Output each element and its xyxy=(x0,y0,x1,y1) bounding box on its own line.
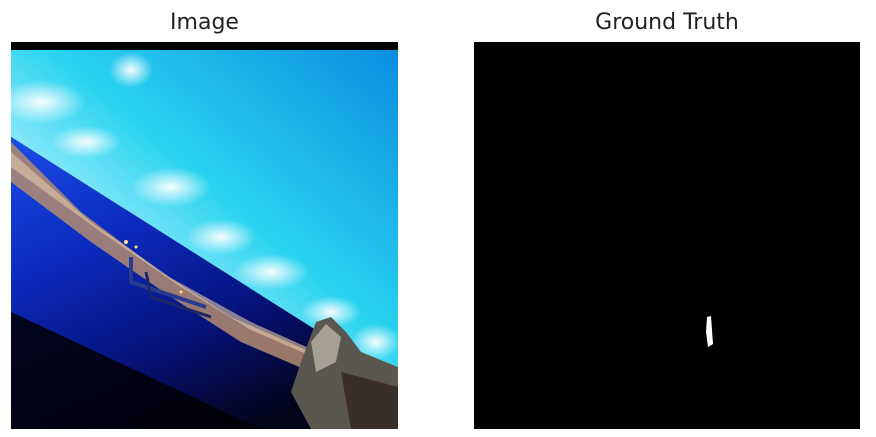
ground-truth-mask xyxy=(474,42,860,429)
image-panel xyxy=(11,42,398,429)
ground-truth-panel xyxy=(474,42,860,429)
ground-truth-panel-title: Ground Truth xyxy=(595,10,739,35)
mask-blob xyxy=(706,316,713,347)
image-panel-title: Image xyxy=(170,10,239,35)
aerial-photo xyxy=(11,42,398,429)
